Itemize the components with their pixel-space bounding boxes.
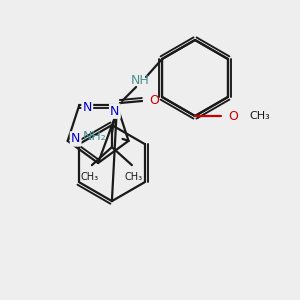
Text: CH₃: CH₃ [81, 172, 99, 182]
Text: N: N [110, 105, 120, 118]
Text: N: N [71, 132, 80, 146]
Text: N: N [82, 100, 92, 114]
Text: NH₂: NH₂ [83, 130, 106, 143]
Text: O: O [228, 110, 238, 122]
Text: CH₃: CH₃ [249, 111, 270, 121]
Text: CH₃: CH₃ [125, 172, 143, 182]
Text: NH: NH [131, 74, 149, 88]
Text: O: O [149, 94, 159, 107]
